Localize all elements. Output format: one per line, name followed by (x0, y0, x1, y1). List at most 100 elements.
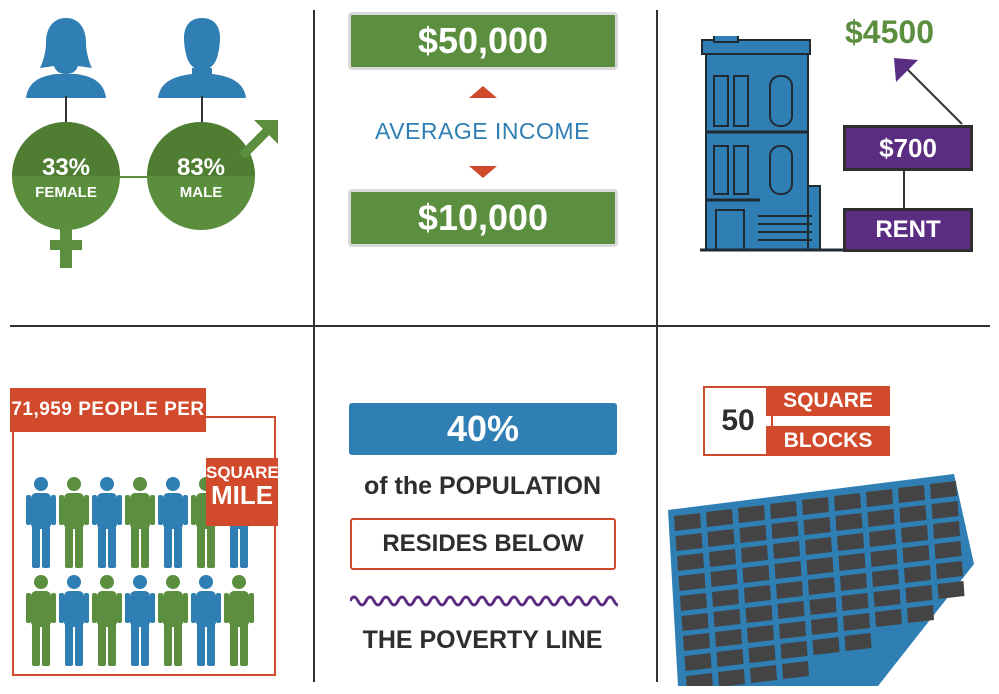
density-label-square: SQUARE (206, 463, 279, 482)
city-block (750, 665, 777, 683)
rent-low-value: $700 (879, 133, 937, 163)
city-block (872, 569, 899, 587)
income-high-box: $50,000 (348, 12, 618, 70)
blocks-label-blocks: BLOCKS (766, 426, 890, 456)
city-block (684, 653, 712, 671)
poverty-percent-box: 40% (349, 403, 617, 455)
city-block (907, 605, 934, 623)
city-block (779, 621, 806, 639)
city-block (901, 525, 928, 543)
arrow-down-icon (469, 166, 497, 178)
city-block (905, 585, 933, 603)
city-block (715, 629, 742, 647)
city-block (774, 561, 802, 579)
city-block (674, 513, 701, 531)
male-circle: 83% MALE (147, 122, 255, 230)
person-figure-icon (125, 575, 155, 666)
city-block (834, 493, 861, 511)
city-block (742, 565, 770, 583)
person-figure-icon (158, 575, 188, 666)
city-block (713, 609, 741, 627)
city-block (744, 585, 771, 603)
city-block (683, 633, 710, 651)
city-block (680, 593, 707, 611)
person-figure-icon (224, 575, 254, 666)
density-label-mile: MILE (210, 479, 274, 510)
poverty-line1: of the POPULATION (363, 472, 602, 500)
divider-vertical-left (313, 10, 315, 682)
person-figure-icon (158, 477, 188, 568)
city-block (837, 533, 864, 551)
city-block (937, 581, 965, 599)
city-block (802, 497, 829, 515)
female-silhouette-icon (26, 18, 106, 98)
city-block (770, 501, 797, 519)
city-block (706, 509, 733, 527)
city-block (809, 597, 837, 615)
city-block (777, 601, 805, 619)
city-block (741, 545, 768, 563)
female-percent: 33% (41, 154, 91, 181)
rent-high-value: $4500 (845, 14, 934, 50)
city-block (712, 589, 739, 607)
city-block (710, 569, 738, 587)
poverty-line2: RESIDES BELOW (382, 530, 584, 557)
city-block (875, 609, 902, 627)
income-high-value: $50,000 (417, 20, 549, 61)
city-block (803, 517, 831, 535)
city-block (835, 513, 863, 531)
city-block (843, 613, 870, 631)
person-figure-icon (26, 575, 56, 666)
city-block (686, 673, 713, 686)
city-block (808, 577, 835, 595)
city-block (930, 481, 957, 499)
city-block (718, 669, 745, 686)
people-figures (26, 476, 266, 672)
city-block (739, 525, 767, 543)
city-block (806, 557, 834, 575)
city-block (899, 505, 927, 523)
income-low-box: $10,000 (348, 189, 618, 247)
wavy-line-icon (350, 595, 618, 607)
rent-connector-line (903, 171, 905, 209)
city-block (675, 533, 703, 551)
female-label: FEMALE (35, 184, 97, 201)
density-label-top: 71,959 PEOPLE PER (10, 388, 206, 432)
building-icon (700, 36, 880, 252)
city-block (840, 573, 867, 591)
city-block (747, 625, 774, 643)
city-block (933, 521, 960, 539)
person-figure-icon (191, 575, 221, 666)
poverty-line2-box: RESIDES BELOW (350, 518, 616, 570)
city-block (776, 581, 803, 599)
city-block (934, 541, 962, 559)
city-block (866, 489, 893, 507)
female-connector-line (65, 96, 67, 122)
rent-low-box: $700 (843, 125, 973, 171)
poverty-line3: THE POVERTY LINE (362, 626, 603, 654)
city-block (898, 485, 925, 503)
city-block (844, 633, 872, 651)
person-figure-icon (26, 477, 56, 568)
city-block (873, 589, 901, 607)
city-block (811, 617, 838, 635)
city-block (773, 541, 800, 559)
male-symbol-icon (238, 120, 278, 160)
city-block (805, 537, 832, 555)
city-block (677, 553, 704, 571)
income-low-value: $10,000 (417, 197, 549, 238)
rent-arrow-icon (894, 58, 963, 125)
person-figure-icon (59, 477, 89, 568)
city-block (707, 529, 735, 547)
city-block (936, 561, 963, 579)
city-block (771, 521, 799, 539)
blocks-label-square: SQUARE (766, 386, 890, 416)
male-percent: 83% (176, 154, 226, 181)
person-figure-icon (125, 477, 155, 568)
male-silhouette-icon (158, 18, 246, 98)
city-block (709, 549, 736, 567)
city-block (931, 501, 959, 519)
city-block (681, 613, 709, 631)
male-connector-line (201, 96, 203, 122)
arrow-up-icon (469, 86, 497, 98)
